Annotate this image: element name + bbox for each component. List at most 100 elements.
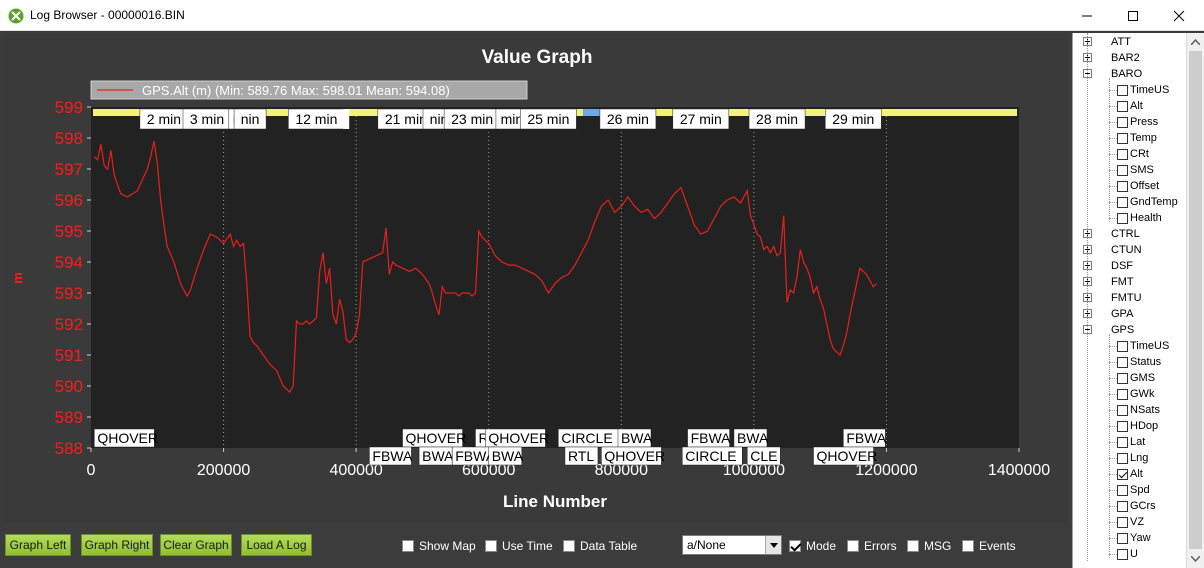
tree-leaf-crt[interactable]: CRt bbox=[1117, 146, 1149, 162]
scroll-thumb[interactable] bbox=[1189, 51, 1202, 549]
tree-leaf-sms[interactable]: SMS bbox=[1117, 162, 1154, 178]
tree-node-gpa[interactable]: GPA bbox=[1083, 306, 1133, 322]
tree-leaf-health[interactable]: Health bbox=[1117, 210, 1162, 226]
field-checkbox[interactable] bbox=[1117, 148, 1128, 160]
tree-leaf-lat[interactable]: Lat bbox=[1117, 434, 1145, 450]
tree-leaf-alt[interactable]: Alt bbox=[1117, 466, 1143, 482]
tree-connector bbox=[1109, 522, 1117, 523]
tree-connector bbox=[1109, 394, 1117, 395]
mode-box[interactable] bbox=[789, 540, 801, 552]
tree-node-att[interactable]: ATT bbox=[1083, 34, 1131, 50]
tree-leaf-temp[interactable]: Temp bbox=[1117, 130, 1157, 146]
tree-node-bar2[interactable]: BAR2 bbox=[1083, 50, 1140, 66]
data-table-checkbox[interactable]: Data Table bbox=[563, 538, 637, 554]
use-time-box[interactable] bbox=[485, 540, 497, 552]
events-checkbox[interactable]: Events bbox=[962, 538, 1016, 554]
field-checkbox[interactable] bbox=[1117, 548, 1128, 560]
field-checkbox[interactable] bbox=[1117, 100, 1128, 112]
tree-node-fmtu[interactable]: FMTU bbox=[1083, 290, 1142, 306]
field-checkbox[interactable] bbox=[1117, 420, 1128, 432]
field-checkbox[interactable] bbox=[1117, 532, 1128, 544]
mode-select[interactable]: a/None bbox=[682, 535, 782, 555]
field-checkbox[interactable] bbox=[1117, 468, 1128, 480]
tree-leaf-lng[interactable]: Lng bbox=[1117, 450, 1148, 466]
field-checkbox[interactable] bbox=[1117, 164, 1128, 176]
field-checkbox[interactable] bbox=[1117, 356, 1128, 368]
field-checkbox[interactable] bbox=[1117, 84, 1128, 96]
load-log-button[interactable]: Load A Log bbox=[241, 534, 312, 556]
field-checkbox[interactable] bbox=[1117, 500, 1128, 512]
field-checkbox[interactable] bbox=[1117, 388, 1128, 400]
mode-label: QHOVER bbox=[94, 428, 158, 448]
field-checkbox[interactable] bbox=[1117, 372, 1128, 384]
field-checkbox[interactable] bbox=[1117, 516, 1128, 528]
tree-leaf-hdop[interactable]: HDop bbox=[1117, 418, 1158, 434]
tree-leaf-label: Spd bbox=[1130, 484, 1150, 496]
tree-leaf-spd[interactable]: Spd bbox=[1117, 482, 1150, 498]
tree-leaf-gwk[interactable]: GWk bbox=[1117, 386, 1154, 402]
field-checkbox[interactable] bbox=[1117, 116, 1128, 128]
clear-graph-button[interactable]: Clear Graph bbox=[160, 534, 232, 556]
field-checkbox[interactable] bbox=[1117, 484, 1128, 496]
plot-area[interactable] bbox=[91, 107, 1019, 448]
tree-leaf-gndtemp[interactable]: GndTemp bbox=[1117, 194, 1178, 210]
show-map-box[interactable] bbox=[402, 540, 414, 552]
graph-right-button[interactable]: Graph Right bbox=[81, 534, 153, 556]
field-checkbox[interactable] bbox=[1117, 180, 1128, 192]
tree-leaf-status[interactable]: Status bbox=[1117, 354, 1161, 370]
chevron-down-icon[interactable] bbox=[765, 536, 781, 554]
close-button[interactable] bbox=[1156, 0, 1202, 31]
tree-leaf-press[interactable]: Press bbox=[1117, 114, 1158, 130]
minimize-button[interactable] bbox=[1064, 0, 1110, 31]
tree-node-gps[interactable]: GPS bbox=[1083, 322, 1134, 338]
use-time-checkbox[interactable]: Use Time bbox=[485, 538, 553, 554]
value-graph-panel[interactable]: Value Graph 588 589 590 591 592 593 594 595 596 5… bbox=[2, 33, 1068, 523]
svg-text:2 min: 2 min bbox=[147, 111, 181, 127]
tree-node-fmt[interactable]: FMT bbox=[1083, 274, 1134, 290]
mode-checkbox[interactable]: Mode bbox=[789, 538, 836, 554]
events-box[interactable] bbox=[962, 540, 974, 552]
tree-leaf-yaw[interactable]: Yaw bbox=[1117, 530, 1151, 546]
msg-box[interactable] bbox=[907, 540, 919, 552]
errors-checkbox[interactable]: Errors bbox=[847, 538, 897, 554]
tree-node-ctun[interactable]: CTUN bbox=[1083, 242, 1142, 258]
tree-connector bbox=[1109, 554, 1117, 555]
scroll-down-arrow[interactable] bbox=[1187, 550, 1204, 567]
tree-connector bbox=[1109, 538, 1117, 539]
field-checkbox[interactable] bbox=[1117, 196, 1128, 208]
svg-text:BWA: BWA bbox=[737, 430, 769, 446]
field-checkbox[interactable] bbox=[1117, 452, 1128, 464]
tree-node-dsf[interactable]: DSF bbox=[1083, 258, 1133, 274]
maximize-button[interactable] bbox=[1110, 0, 1156, 31]
tree-node-ctrl[interactable]: CTRL bbox=[1083, 226, 1140, 242]
mode-label: BWA bbox=[418, 446, 454, 466]
svg-text:QHOVER: QHOVER bbox=[817, 448, 878, 464]
tree-leaf-offset[interactable]: Offset bbox=[1117, 178, 1159, 194]
msg-checkbox[interactable]: MSG bbox=[907, 538, 951, 554]
tree-scrollbar[interactable] bbox=[1186, 33, 1204, 568]
field-checkbox[interactable] bbox=[1117, 132, 1128, 144]
field-checkbox[interactable] bbox=[1117, 404, 1128, 416]
mode-label: QHOVER bbox=[813, 446, 878, 466]
tree-leaf-nsats[interactable]: NSats bbox=[1117, 402, 1160, 418]
tree-leaf-label: NSats bbox=[1130, 404, 1160, 416]
data-table-box[interactable] bbox=[563, 540, 575, 552]
tree-leaf-u[interactable]: U bbox=[1117, 546, 1138, 562]
scroll-up-arrow[interactable] bbox=[1187, 33, 1204, 50]
tree-leaf-gms[interactable]: GMS bbox=[1117, 370, 1155, 386]
tree-leaf-alt[interactable]: Alt bbox=[1117, 98, 1143, 114]
tree-leaf-vz[interactable]: VZ bbox=[1117, 514, 1144, 530]
tree-leaf-timeus[interactable]: TimeUS bbox=[1117, 82, 1169, 98]
field-tree[interactable]: ATT BAR2 BARO TimeUS Alt Press Temp CRt SMS Offse… bbox=[1072, 33, 1204, 568]
tree-leaf-gcrs[interactable]: GCrs bbox=[1117, 498, 1156, 514]
show-map-checkbox[interactable]: Show Map bbox=[402, 538, 476, 554]
field-checkbox[interactable] bbox=[1117, 212, 1128, 224]
graph-left-button[interactable]: Graph Left bbox=[5, 534, 71, 556]
tree-connector bbox=[1109, 90, 1117, 91]
tree-node-baro[interactable]: BARO bbox=[1083, 66, 1142, 82]
errors-box[interactable] bbox=[847, 540, 859, 552]
field-checkbox[interactable] bbox=[1117, 340, 1128, 352]
value-graph[interactable]: Value Graph 5885895905915925935945955965… bbox=[2, 33, 1068, 523]
tree-leaf-timeus[interactable]: TimeUS bbox=[1117, 338, 1169, 354]
field-checkbox[interactable] bbox=[1117, 436, 1128, 448]
